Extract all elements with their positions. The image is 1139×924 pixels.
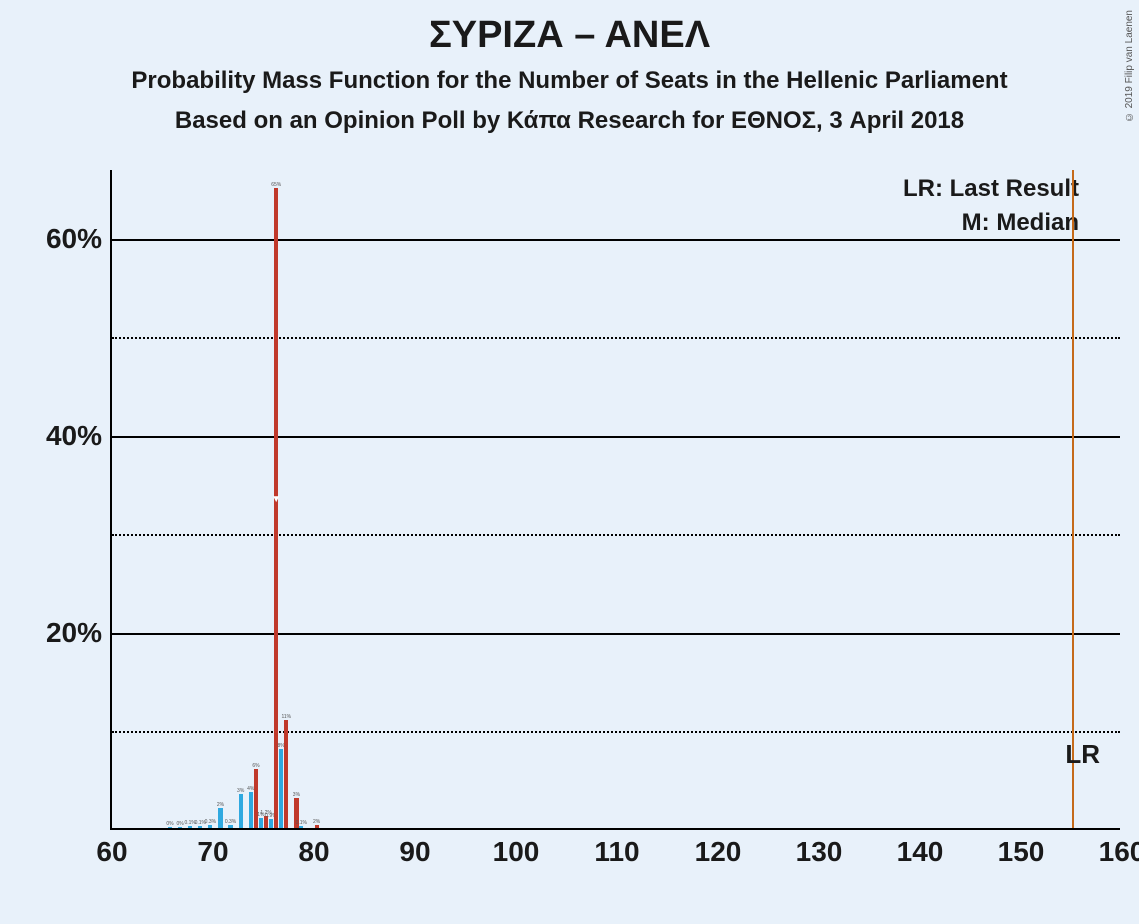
ytick-label: 20% — [46, 617, 102, 649]
xtick-label: 140 — [897, 836, 944, 868]
gridline-major — [112, 436, 1120, 438]
bar-value-label: 2% — [313, 819, 320, 825]
bar-blue: 0.3% — [208, 825, 212, 828]
bar-value-label: 0% — [166, 821, 173, 827]
xtick-label: 90 — [399, 836, 430, 868]
bar-red: 2% — [315, 825, 319, 828]
xtick-label: 120 — [695, 836, 742, 868]
xtick-label: 80 — [298, 836, 329, 868]
plot-area: 20%40%60%60708090100110120130140150160LR… — [110, 170, 1120, 830]
chart: 20% 40% 60% 60 70 80 90 100 110 120 130 140 150 160 LR… — [40, 170, 1139, 890]
ytick-label: 60% — [46, 223, 102, 255]
gridline-minor — [112, 534, 1120, 536]
bar-value-label: 2% — [217, 802, 224, 808]
lr-label: LR — [1065, 739, 1100, 770]
bar-red: 6% — [254, 769, 258, 828]
xtick-label: 130 — [796, 836, 843, 868]
bar-blue: 3% — [239, 794, 243, 828]
bar-blue: 0.9% — [269, 819, 273, 828]
bar-value-label: 3% — [293, 792, 300, 798]
bar-value-label: 0% — [176, 821, 183, 827]
chart-subtitle-2: Based on an Opinion Poll by Κάπα Researc… — [0, 107, 1139, 135]
bar-value-label: 0.3% — [205, 819, 216, 825]
chart-title: ΣΥΡΙΖΑ – ΑΝΕΛ — [0, 14, 1139, 57]
gridline-major — [112, 633, 1120, 635]
bar-blue: 8% — [279, 749, 283, 828]
bar-blue: 0.1% — [198, 826, 202, 828]
bar-blue: 2% — [218, 808, 222, 828]
bar-value-label: 65% — [271, 182, 281, 188]
bar-blue: 0.1% — [299, 826, 303, 828]
median-marker: ▼ — [271, 495, 281, 505]
bar-value-label: 0.1% — [296, 820, 307, 826]
bar-value-label: 11% — [281, 714, 291, 720]
bar-value-label: 6% — [252, 763, 259, 769]
ytick-label: 40% — [46, 420, 102, 452]
bar-blue: 1% — [259, 818, 263, 828]
bar-value-label: 0.3% — [225, 819, 236, 825]
copyright: © 2019 Filip van Laenen — [1124, 10, 1135, 122]
chart-subtitle-1: Probability Mass Function for the Number… — [0, 67, 1139, 95]
xtick-label: 70 — [197, 836, 228, 868]
bar-blue: 0% — [178, 827, 182, 828]
bar-red: 11% — [284, 720, 288, 828]
gridline-major — [112, 239, 1120, 241]
gridline-minor — [112, 731, 1120, 733]
bar-blue: 0.3% — [228, 825, 232, 828]
bar-blue: 4% — [249, 792, 253, 828]
xtick-label: 110 — [594, 836, 639, 868]
bar-value-label: 3% — [237, 788, 244, 794]
xtick-label: 60 — [96, 836, 127, 868]
lr-line — [1072, 170, 1075, 828]
bar-red: 65%▼ — [274, 188, 278, 828]
gridline-minor — [112, 337, 1120, 339]
xtick-label: 160 — [1099, 836, 1139, 868]
xtick-label: 150 — [998, 836, 1045, 868]
bar-blue: 0% — [168, 827, 172, 828]
bar-blue: 0.1% — [188, 826, 192, 828]
xtick-label: 100 — [493, 836, 540, 868]
